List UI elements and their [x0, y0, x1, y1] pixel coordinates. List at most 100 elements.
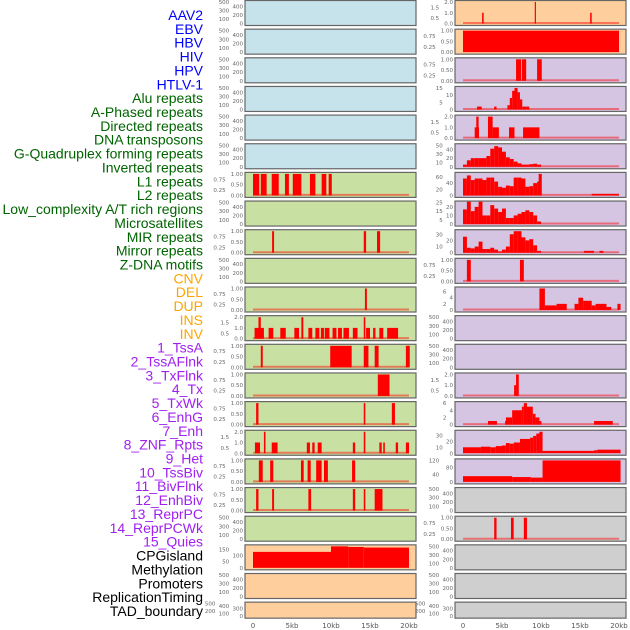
track-label: CNV — [173, 270, 203, 286]
track-label: 8_ZNF_Rpts — [124, 437, 203, 453]
track-panel: 0.00 0.25 0.50 0.75 1.00 — [213, 458, 417, 486]
panel-background — [244, 0, 417, 27]
data-bar — [502, 445, 506, 454]
data-bar — [377, 231, 381, 253]
y-tick-label: 300 — [219, 95, 230, 101]
y-tick-label: 0.50 — [441, 68, 454, 74]
y-tick-label: 0.50 — [231, 469, 244, 475]
data-bar — [332, 327, 337, 339]
y-tick-label: 0.25 — [213, 188, 226, 194]
data-bar — [463, 30, 619, 53]
data-bar — [536, 433, 540, 454]
y-tick-label: 300 — [219, 9, 230, 15]
y-tick-label: 0.5 — [430, 16, 439, 22]
data-bar — [260, 173, 267, 196]
data-bar — [537, 59, 542, 81]
data-bar — [482, 215, 487, 225]
panel-background — [244, 572, 417, 600]
data-bar — [321, 173, 327, 196]
data-bar — [480, 446, 491, 454]
panel-background — [244, 229, 417, 256]
track-panel: 0.00 0.25 0.50 0.75 1.00 — [213, 372, 417, 400]
y-tick-label: 0.25 — [213, 389, 226, 395]
data-bar — [599, 250, 604, 253]
y-tick-label: 400 — [429, 604, 440, 610]
data-bar — [315, 327, 320, 339]
data-bar — [294, 327, 300, 339]
y-tick-label: 300 — [219, 209, 230, 215]
y-tick-label: 0 — [450, 337, 454, 343]
data-bar — [525, 186, 530, 196]
data-bar — [352, 489, 356, 511]
y-tick-label: 100 — [219, 17, 230, 23]
y-tick-label: 0.75 — [213, 177, 226, 183]
data-bar — [268, 327, 274, 339]
y-tick-label: 0 — [240, 107, 244, 113]
data-bar — [498, 251, 502, 253]
track-label: 6_EnhG — [152, 409, 203, 425]
y-tick-label: 100 — [429, 612, 440, 618]
track-panel: 0.00 0.25 0.50 0.75 1.00 — [423, 257, 627, 285]
y-tick-label: 1.00 — [231, 401, 244, 407]
track-label: MIR repeats — [127, 229, 203, 245]
y-tick-label: 400 — [443, 348, 454, 354]
y-tick-label: 1.0 — [444, 383, 453, 389]
track-label: 3_TxFlnk — [145, 367, 204, 383]
track-label: TAD_boundary — [110, 603, 203, 619]
y-tick-label: 0.0 — [234, 337, 243, 343]
y-tick-label: 0.75 — [423, 63, 436, 69]
track-panel: 0.00 0.25 0.50 0.75 1.00 — [213, 486, 417, 515]
data-bar — [363, 547, 409, 568]
y-tick-label: 500 — [219, 258, 230, 264]
data-bar — [507, 105, 510, 110]
y-tick-label: 300 — [233, 607, 244, 613]
data-bar — [529, 186, 534, 196]
y-tick-label: 1.00 — [231, 372, 244, 378]
data-bar — [529, 239, 534, 253]
x-tick-label: 10kb — [322, 622, 340, 630]
y-tick-label: 0.50 — [441, 526, 454, 532]
data-bar — [490, 247, 495, 253]
y-tick-label: 50 — [222, 560, 229, 566]
data-bar — [530, 477, 543, 482]
y-tick-label: 0.75 — [213, 292, 226, 298]
y-tick-label: 60 — [436, 175, 443, 181]
data-bar — [486, 177, 491, 196]
y-tick-label: 300 — [219, 123, 230, 129]
panel-background — [454, 343, 627, 370]
track-label: L1 repeats — [137, 173, 203, 189]
track-label: Methylation — [131, 561, 203, 577]
data-bar — [509, 234, 514, 253]
y-tick-label: 200 — [233, 529, 244, 535]
y-tick-label: 300 — [429, 324, 440, 330]
data-bar — [542, 460, 621, 482]
y-tick-label: 0.00 — [231, 423, 244, 429]
y-tick-label: 100 — [233, 554, 244, 560]
data-bar — [487, 116, 493, 139]
y-tick-label: 0 — [240, 22, 244, 28]
data-bar — [258, 460, 263, 482]
data-bar — [514, 385, 517, 396]
data-bar — [478, 241, 483, 253]
data-bar — [519, 99, 523, 110]
data-bar — [466, 201, 471, 225]
track-label: Alu repeats — [132, 90, 203, 106]
y-tick-label: 100 — [429, 562, 440, 568]
y-tick-label: 0.50 — [231, 498, 244, 504]
y-tick-label: 20 — [446, 205, 453, 211]
y-tick-label: 300 — [219, 37, 230, 43]
y-tick-label: 300 — [219, 582, 230, 588]
data-bar — [509, 443, 514, 454]
y-tick-label: 0.50 — [231, 412, 244, 418]
y-tick-label: 0.75 — [423, 263, 436, 269]
y-tick-label: 400 — [233, 262, 244, 268]
track-label: HPV — [174, 62, 203, 78]
track-label: Low_complexity A/T rich regions — [3, 201, 204, 217]
track-label: Inverted repeats — [102, 159, 203, 175]
y-tick-label: 300 — [443, 607, 454, 613]
y-tick-label: 2 — [443, 415, 447, 421]
y-tick-label: 10 — [436, 160, 443, 166]
